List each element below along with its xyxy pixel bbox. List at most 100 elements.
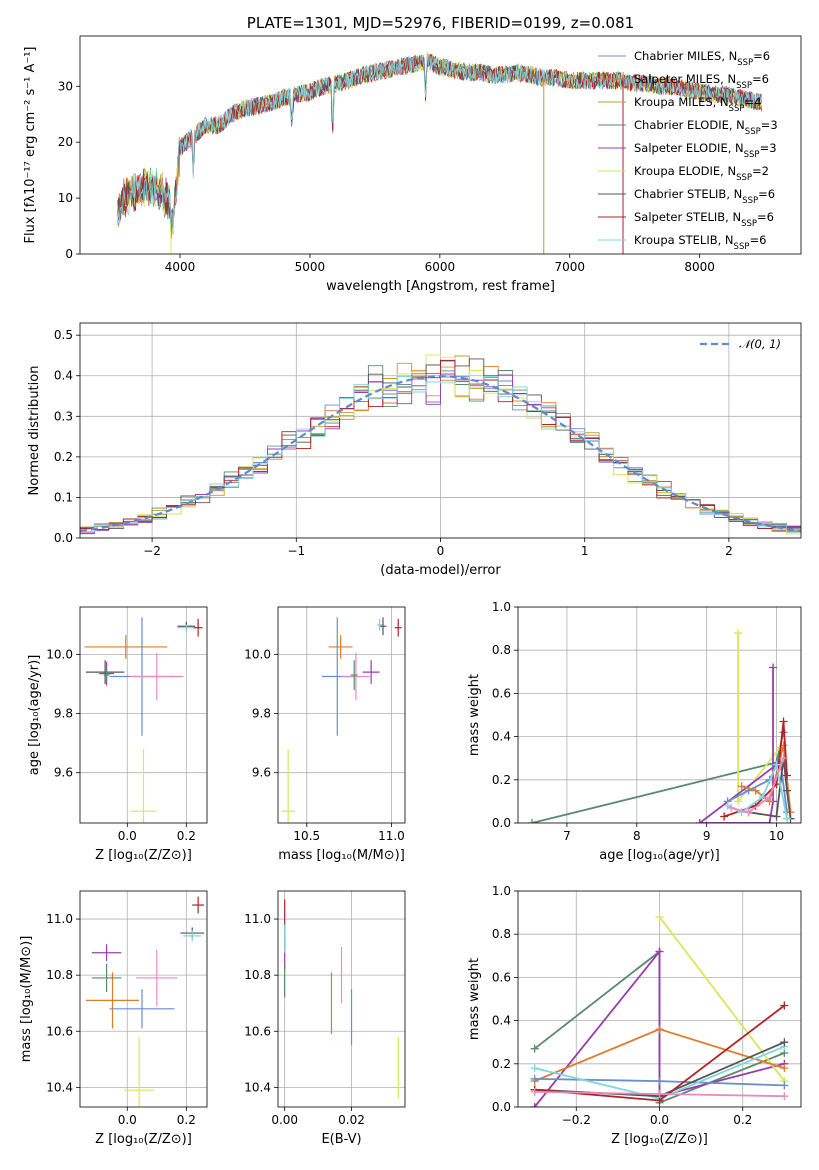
weight-vs-Z-frame (517, 890, 802, 1108)
legend-entry: Kroupa ELODIE, NSSP=2 (634, 164, 769, 183)
x-tick-label: 8000 (684, 260, 715, 274)
errorbar-point (183, 930, 202, 942)
x-tick-label: 5000 (295, 260, 326, 274)
x-tick-label: 4000 (165, 260, 196, 274)
weight-point-marker (783, 786, 792, 795)
legend-entry: Chabrier MILES, NSSP=6 (634, 49, 770, 68)
errorbar-point (85, 972, 140, 1029)
x-tick-label: 2 (725, 544, 733, 558)
weight-point-marker (772, 812, 781, 821)
legend-entry-subscript: SSP (736, 81, 752, 91)
weight-point-marker (530, 1103, 539, 1107)
x-axis-label: E(B-V) (321, 1132, 361, 1147)
x-tick-label: 0.0 (118, 1113, 137, 1127)
y-axis-label: mass weight (467, 674, 482, 756)
age-vs-Z-frame (79, 606, 208, 824)
weight-point-marker (769, 663, 778, 672)
legend-entry: Kroupa MILES, NSSP=4 (634, 95, 761, 114)
legend-entry-value: =6 (749, 233, 766, 247)
legend-entry: Kroupa STELIB, NSSP=6 (634, 233, 766, 252)
y-tick-label: 0.4 (492, 1014, 511, 1028)
x-tick-label: 10 (769, 829, 784, 843)
y-tick-label: 0.4 (54, 369, 73, 383)
mass-vs-ebv-plot-area (278, 891, 405, 1107)
x-tick-label: 7 (563, 829, 571, 843)
legend: 𝒩(0, 1) (700, 337, 781, 351)
weight-series-line (533, 948, 785, 1107)
y-axis-label: mass [log₁₀(M/M⊙)] (19, 936, 34, 1063)
legend-entry-value: =3 (760, 141, 777, 155)
age-vs-mass-plot-area (278, 607, 405, 823)
legend-entry-value: =6 (757, 210, 774, 224)
errorbar-point (342, 652, 370, 701)
weight-point-marker (655, 947, 664, 956)
y-tick-label: 0.4 (492, 730, 511, 744)
weight-point-marker (530, 1087, 539, 1096)
y-tick-label: 0.0 (492, 1100, 511, 1114)
mass-vs-ebv-frame (277, 890, 406, 1108)
errorbar-point (84, 635, 168, 659)
weight-vs-age-panel: 7 8 9 10 0.0 0.2 0.4 0.6 0.8 1.0 age [log₁₀(age/yr… (467, 600, 802, 863)
y-tick-label: 10.6 (46, 1024, 73, 1038)
y-tick-label: 10.4 (46, 1080, 73, 1094)
age-vs-mass-frame (277, 606, 406, 824)
errorbar-point (130, 652, 184, 701)
errorbar-point (362, 660, 380, 684)
mass-vs-Z-plot-area (80, 891, 207, 1107)
errorbar-point (136, 949, 178, 1007)
weight-point-marker (727, 803, 736, 812)
weight-point-marker (780, 1001, 789, 1010)
mass-vs-Z-panel: 0.0 0.2 10.4 10.6 10.8 11.0 Z [log₁₀(Z/Z⊙)] mas… (19, 890, 208, 1147)
y-tick-label: 0.2 (492, 773, 511, 787)
spectrum-panel: 4000 5000 6000 7000 8000 0 10 20 30 wavelength [A… (23, 14, 802, 294)
weight-point-marker (783, 771, 792, 780)
errorbar-point (394, 618, 402, 637)
errorbar-point (328, 635, 353, 659)
y-tick-label: 11.0 (244, 912, 271, 926)
errorbar-point (91, 963, 122, 992)
legend-entry: Salpeter MILES, NSSP=6 (634, 72, 769, 91)
legend-entry: Salpeter STELIB, NSSP=6 (634, 210, 774, 229)
mass-vs-ebv-panel: 0.00 0.02 10.4 10.6 10.8 11.0 E(B-V) (244, 890, 406, 1147)
legend-entry-text: Kroupa ELODIE, N (634, 164, 736, 178)
weight-vs-age-plot-area (518, 607, 801, 823)
weight-point-marker (527, 819, 536, 823)
age-vs-Z-plot-area (80, 607, 207, 823)
x-tick-label: 8 (633, 829, 641, 843)
y-axis-label: Flux [fλ10⁻¹⁷ erg cm⁻² s⁻¹ A⁻¹] (23, 47, 38, 244)
legend-entry-subscript: SSP (734, 242, 750, 252)
spectrum-plot-area (117, 51, 762, 254)
weight-point-marker (758, 793, 767, 802)
y-tick-label: 0.6 (492, 686, 511, 700)
y-tick-label: 0.2 (54, 450, 73, 464)
y-tick-label: 9.6 (252, 766, 271, 780)
weight-point-marker (751, 786, 760, 795)
legend-entry-text: Chabrier MILES, N (634, 49, 737, 63)
legend-entry-value: =3 (761, 118, 778, 132)
legend-entry-subscript: SSP (741, 219, 757, 229)
x-tick-label: 7000 (554, 260, 585, 274)
age-vs-Z-panel: 0.0 0.2 9.6 9.8 10.0 Z [log₁₀(Z/Z⊙)] age [log₁… (27, 606, 208, 863)
weight-point-marker (744, 808, 753, 817)
x-axis-label: Z [log₁₀(Z/Z⊙)] (611, 1132, 708, 1147)
weight-vs-age-frame (517, 606, 802, 824)
x-axis-label: age [log₁₀(age/yr)] (599, 848, 720, 863)
y-tick-label: 0.0 (54, 531, 73, 545)
y-tick-label: 0.1 (54, 490, 73, 504)
legend-entry-value: =6 (753, 49, 770, 63)
errorbar-point (193, 618, 203, 637)
weight-point-marker (720, 812, 729, 821)
errorbar-point (85, 660, 125, 684)
y-tick-label: 0 (65, 247, 73, 261)
errorbar-point (124, 1036, 154, 1107)
legend-entry-text: Chabrier STELIB, N (634, 187, 742, 201)
errorbar-point (103, 669, 110, 681)
weight-point-marker (530, 1044, 539, 1053)
x-tick-label: 0.02 (338, 1113, 365, 1127)
x-tick-label: 0.2 (733, 1113, 752, 1127)
legend-entry-text: Salpeter STELIB, N (634, 210, 741, 224)
errorbar-point (109, 989, 175, 1029)
y-tick-label: 10.4 (244, 1080, 271, 1094)
x-axis-label: Z [log₁₀(Z/Z⊙)] (95, 848, 192, 863)
